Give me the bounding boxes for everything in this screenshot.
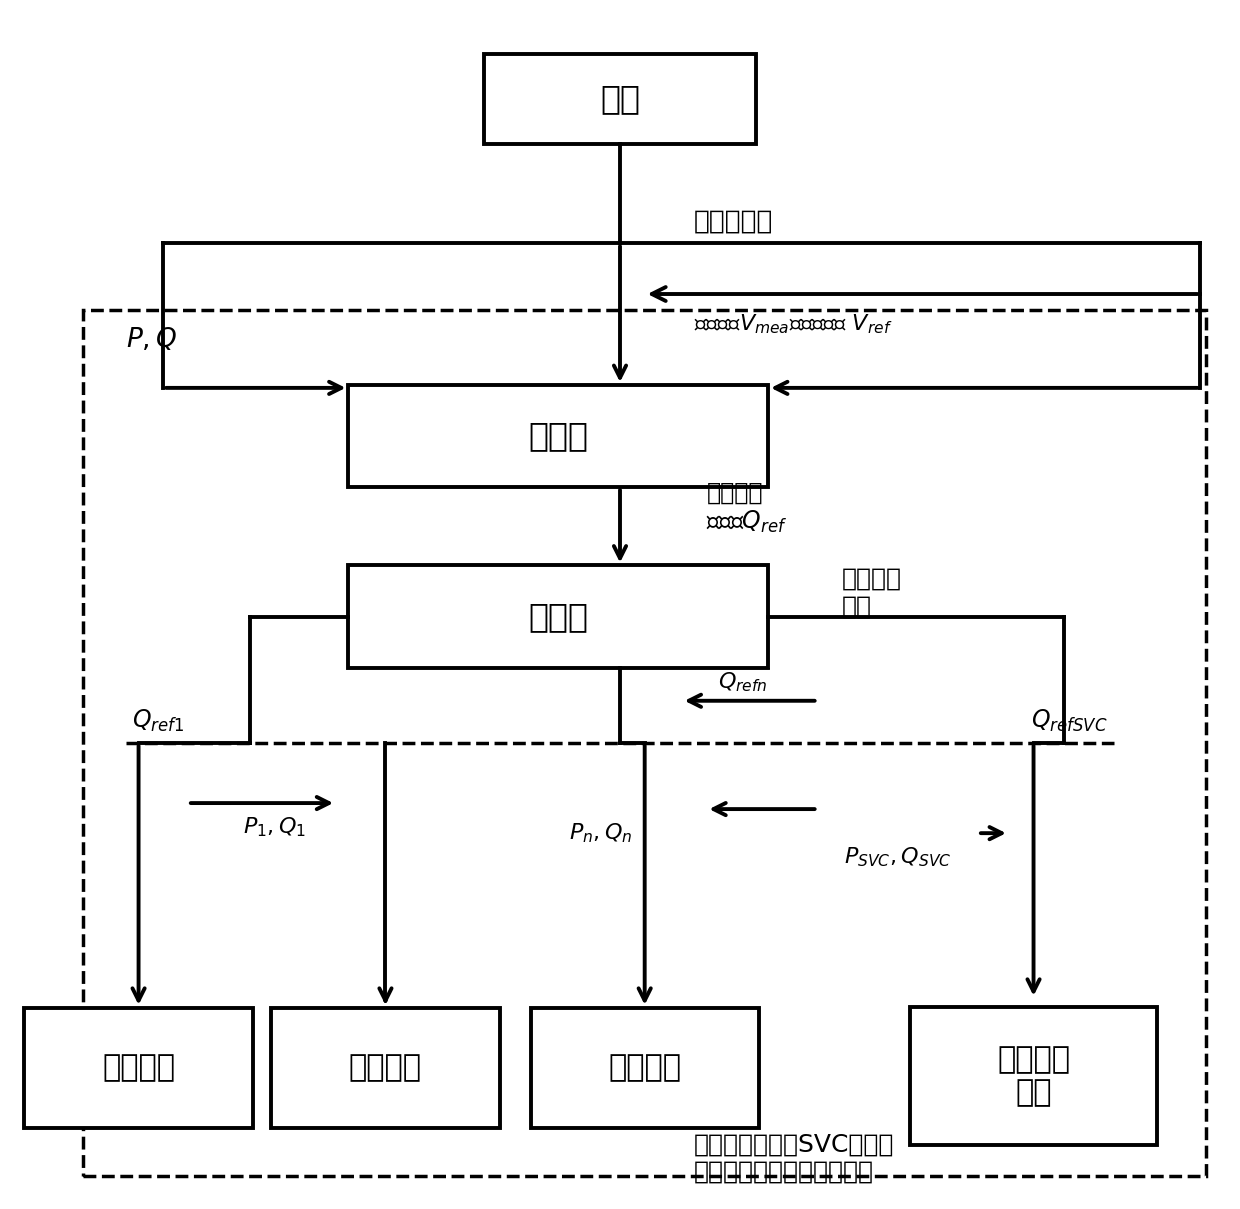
Text: $Q_{refSVC}$: $Q_{refSVC}$ — [1030, 708, 1107, 734]
Text: $Q_{ref1}$: $Q_{ref1}$ — [133, 708, 185, 734]
Text: 光伏发电单元和SVC无功出
力改变进而改变控制点电压: 光伏发电单元和SVC无功出 力改变进而改变控制点电压 — [694, 1132, 894, 1184]
Text: 电网: 电网 — [600, 82, 640, 116]
Text: 光伏组件: 光伏组件 — [348, 1053, 422, 1082]
Text: $P_1,Q_1$: $P_1,Q_1$ — [243, 815, 306, 839]
Bar — [910, 1007, 1157, 1145]
Bar — [25, 1007, 253, 1128]
Text: 无功控制
策略: 无功控制 策略 — [842, 567, 903, 618]
Bar — [348, 384, 768, 487]
Bar — [348, 566, 768, 667]
Text: 光伏组件: 光伏组件 — [608, 1053, 681, 1082]
Text: 电站无功
参考量$Q_{ref}$: 电站无功 参考量$Q_{ref}$ — [707, 481, 787, 536]
Bar — [531, 1007, 759, 1128]
Text: 电压控制点: 电压控制点 — [694, 209, 774, 235]
Bar — [272, 1007, 500, 1128]
Bar — [83, 310, 1207, 1176]
Text: 光伏组件: 光伏组件 — [102, 1053, 175, 1082]
Bar — [484, 54, 756, 144]
Text: 分配层: 分配层 — [528, 600, 588, 634]
Text: $\overline{Q_{refn}}$: $\overline{Q_{refn}}$ — [718, 665, 769, 694]
Text: $P_n,Q_n$: $P_n,Q_n$ — [569, 821, 632, 845]
Text: $P,Q$: $P,Q$ — [126, 326, 177, 353]
Text: 整定层: 整定层 — [528, 420, 588, 452]
Text: 无功补偿
装置: 无功补偿 装置 — [997, 1045, 1070, 1107]
Text: 测量电压$V_{mea}$和参考电压 $V_{ref}$: 测量电压$V_{mea}$和参考电压 $V_{ref}$ — [694, 312, 893, 336]
Text: $P_{SVC},Q_{SVC}$: $P_{SVC},Q_{SVC}$ — [844, 845, 951, 869]
